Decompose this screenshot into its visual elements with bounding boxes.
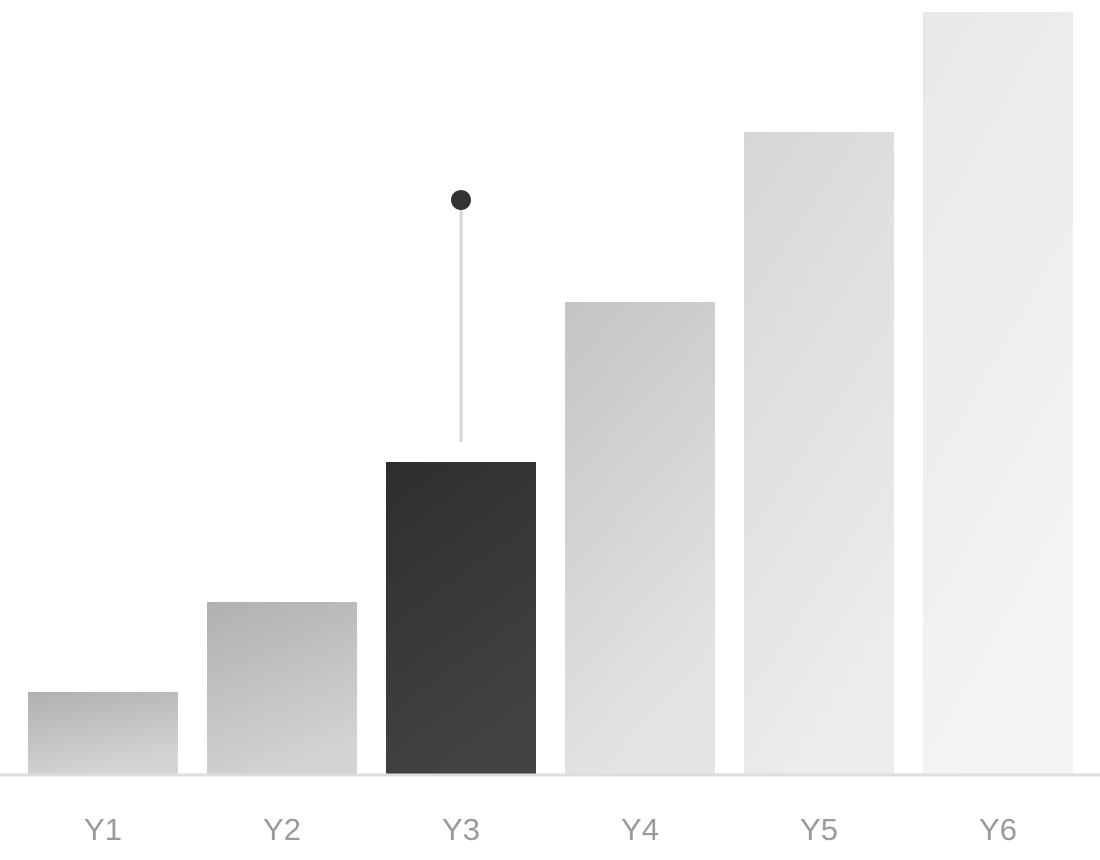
bar-y1 bbox=[28, 692, 178, 775]
bar-y4 bbox=[565, 302, 715, 775]
x-tick-label-y1: Y1 bbox=[84, 812, 122, 847]
bar-y5 bbox=[744, 132, 894, 775]
marker-dot bbox=[451, 190, 471, 210]
x-tick-label-y6: Y6 bbox=[979, 812, 1017, 847]
bar-y6 bbox=[923, 12, 1073, 775]
x-tick-label-y2: Y2 bbox=[263, 812, 301, 847]
highlight-marker bbox=[451, 190, 471, 442]
bars-group bbox=[28, 12, 1073, 775]
x-tick-label-y5: Y5 bbox=[800, 812, 838, 847]
bar-y3 bbox=[386, 462, 536, 775]
x-tick-label-y4: Y4 bbox=[621, 812, 659, 847]
x-tick-label-y3: Y3 bbox=[442, 812, 480, 847]
x-tick-labels: Y1 Y2 Y3 Y4 Y5 Y6 bbox=[84, 812, 1017, 847]
bar-y2 bbox=[207, 602, 357, 775]
